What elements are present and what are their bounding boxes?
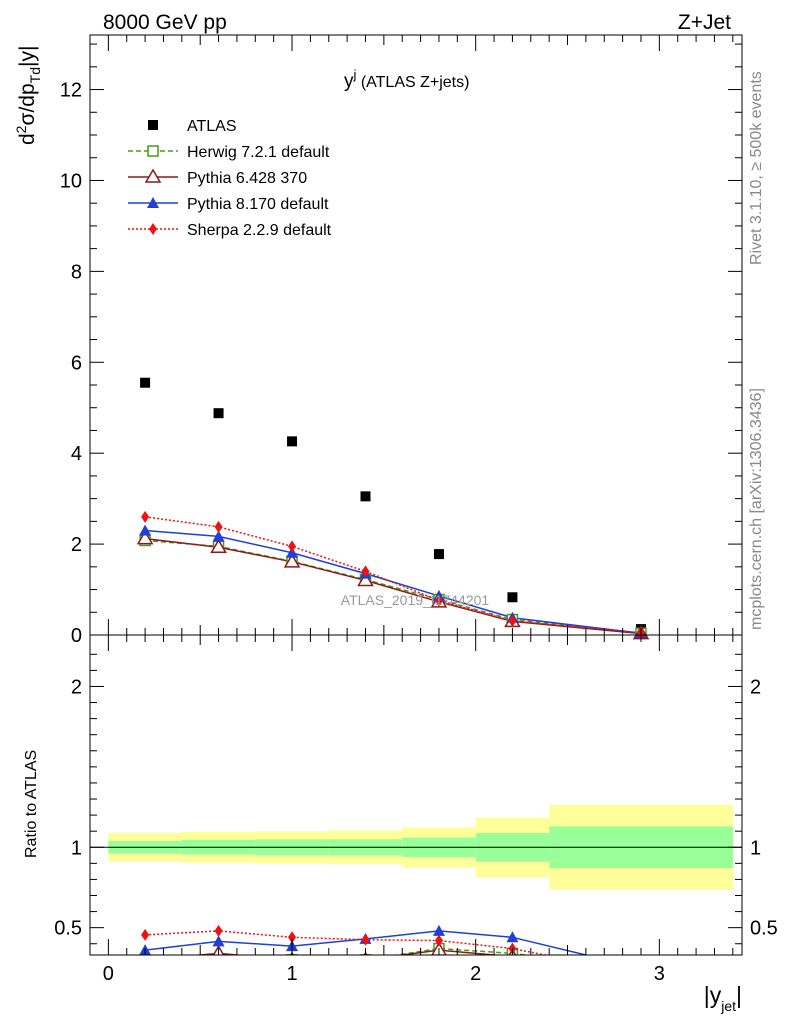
ratio-data-point <box>139 954 151 955</box>
legend: ATLAS Herwig 7.2.1 default Pythia 6.428 37… <box>128 118 332 239</box>
x-tick-label: 0 <box>103 963 114 985</box>
main-data-point <box>287 436 298 447</box>
y-tick-label: 0 <box>71 625 82 647</box>
plot-title-main: y <box>344 71 354 92</box>
main-series-line <box>145 539 642 634</box>
y-tick-label: 2 <box>71 534 82 556</box>
main-y-axis-label: d2σ/dpTd|y| <box>13 46 43 145</box>
legend-label: Pythia 6.428 370 <box>187 170 307 187</box>
legend-label: Pythia 8.170 default <box>187 196 329 213</box>
y-tick-label: 4 <box>71 443 82 465</box>
main-data-point <box>508 614 517 627</box>
main-data-point <box>283 553 301 568</box>
ratio-y-tick-label-right: 0.5 <box>750 918 778 940</box>
legend-marker <box>147 197 159 208</box>
main-data-point <box>360 491 371 502</box>
legend-label: Herwig 7.2.1 default <box>187 144 330 161</box>
main-data-point <box>140 377 151 388</box>
main-data-point <box>210 538 227 554</box>
ratio-y-tick-label: 2 <box>71 676 82 698</box>
ratio-data-point <box>434 934 443 947</box>
plot-title-rest: (ATLAS Z+jets) <box>356 74 469 91</box>
mcplots-label: mcplots.cern.ch [arXiv:1306.3436] <box>748 388 765 630</box>
legend-marker <box>148 120 158 130</box>
ratio-plot: 0.5 0.51 12 20 1 2 3 <box>54 35 778 985</box>
header-left: 8000 GeV pp <box>103 11 227 34</box>
rivet-label: Rivet 3.1.10, ≥ 500k events <box>748 71 765 265</box>
ratio-data-point <box>359 954 372 955</box>
main-data-point <box>288 540 297 553</box>
main-data-point <box>212 530 225 542</box>
ratio-data-point <box>288 931 297 944</box>
plot-title-sup: j <box>353 67 357 82</box>
ratio-y-tick-label: 0.5 <box>54 918 82 940</box>
ratio-data-point <box>212 935 225 947</box>
y-tick-label: 6 <box>71 352 82 374</box>
main-data-point <box>434 594 443 607</box>
y-tick-label: 10 <box>60 170 82 192</box>
analysis-watermark: ATLAS_2019_I1744201 <box>341 592 490 608</box>
main-data-point <box>214 520 223 533</box>
header-right: Z+Jet <box>678 11 731 34</box>
main-data-point <box>357 571 374 587</box>
main-data-point <box>136 530 154 545</box>
y-tick-label: 12 <box>60 80 82 102</box>
main-data-point <box>433 549 444 560</box>
main-data-point <box>507 592 518 603</box>
ratio-y-tick-label-right: 2 <box>750 676 761 698</box>
x-tick-label: 3 <box>654 963 665 985</box>
ratio-y-axis-label: Ratio to ATLAS <box>23 750 40 858</box>
legend-label: Sherpa 2.2.9 default <box>187 222 332 239</box>
legend-label: ATLAS <box>187 118 237 135</box>
ratio-data-point <box>506 931 519 943</box>
ratio-data-point <box>141 928 150 941</box>
ratio-plot-frame <box>89 634 743 956</box>
main-data-point <box>361 565 370 578</box>
ratio-y-tick-label: 1 <box>71 837 82 859</box>
x-axis-label: |yjet| <box>704 982 742 1014</box>
main-data-point <box>141 510 150 523</box>
ratio-data-point <box>212 954 225 955</box>
ratio-y-tick-label-right: 1 <box>750 837 761 859</box>
main-plot: 0 2 4 6 8 10 12 <box>60 34 743 647</box>
main-data-point <box>139 524 152 536</box>
legend-marker <box>144 168 162 183</box>
ratio-data-point <box>361 933 370 946</box>
main-data-point <box>213 408 224 419</box>
legend-marker <box>147 145 159 157</box>
y-tick-label: 8 <box>71 261 82 283</box>
x-tick-label: 2 <box>470 963 481 985</box>
ratio-data-point <box>214 924 223 937</box>
legend-marker <box>149 223 157 235</box>
ratio-data-point <box>432 924 445 936</box>
x-tick-label: 1 <box>286 963 297 985</box>
ratio-series-group <box>139 924 587 955</box>
plot-title: yj (ATLAS Z+jets) <box>344 67 469 92</box>
